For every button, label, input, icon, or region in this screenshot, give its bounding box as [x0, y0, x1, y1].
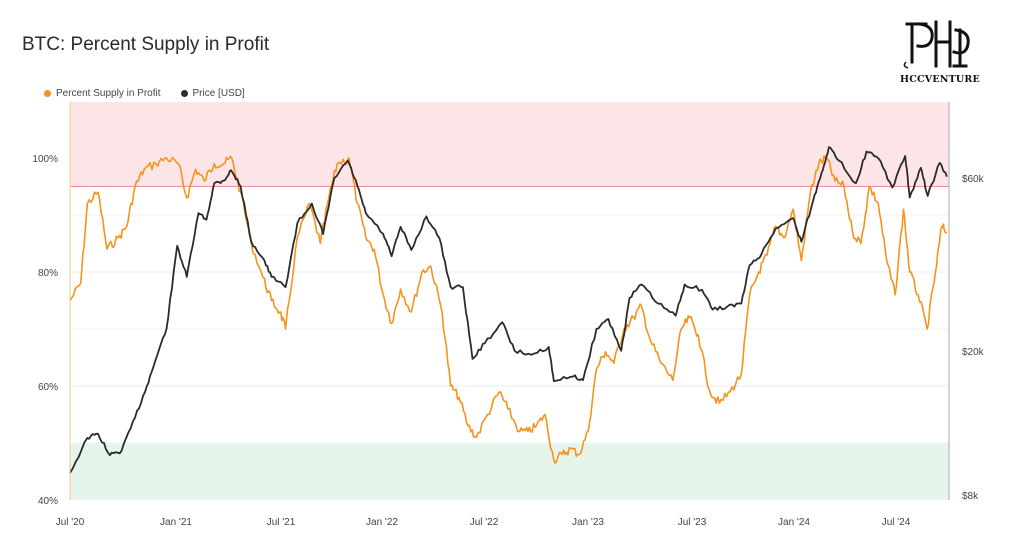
- band-upper: [70, 102, 949, 187]
- series-line-price: [69, 146, 948, 474]
- legend-label-price: Price [USD]: [192, 88, 245, 99]
- x-tick-label: Jul '24: [882, 517, 911, 528]
- x-tick-label: Jul '20: [56, 517, 85, 528]
- chart-title: BTC: Percent Supply in Profit: [22, 34, 270, 55]
- x-tick-label: Jan '24: [778, 517, 810, 528]
- y-left-tick-label: 100%: [32, 154, 58, 165]
- y-left-tick-label: 60%: [38, 382, 58, 393]
- band-lower: [70, 443, 949, 500]
- legend-dot-price: [180, 90, 188, 97]
- x-tick-label: Jul '21: [267, 517, 296, 528]
- legend-item-supply[interactable]: Percent Supply in Profit: [44, 88, 161, 99]
- x-tick-label: Jul '22: [470, 517, 499, 528]
- y-right-tick-label: $60k: [962, 174, 985, 185]
- legend-item-price[interactable]: Price [USD]: [180, 88, 245, 99]
- legend-dot-supply: [44, 90, 51, 97]
- series-line-supply-in-profit: [69, 155, 948, 464]
- axis-layer: 100% 80% 60% 40% $60k $20k $8k Jul '20 Jan '21 Ju…: [32, 102, 985, 528]
- legend-label-supply: Percent Supply in Profit: [56, 88, 161, 99]
- logo-text: HCCVENTURE: [900, 74, 980, 85]
- chart-legend: Percent Supply in Profit Price [USD]: [44, 88, 245, 99]
- hccventure-logo: [903, 20, 970, 69]
- y-right-tick-label: $8k: [962, 491, 979, 502]
- x-tick-label: Jan '23: [572, 517, 604, 528]
- x-tick-label: Jan '22: [366, 517, 398, 528]
- x-tick-label: Jul '23: [678, 517, 707, 528]
- bands-layer: [70, 102, 949, 500]
- x-tick-label: Jan '21: [160, 517, 192, 528]
- y-right-tick-label: $20k: [962, 347, 985, 358]
- grid-layer: [70, 157, 949, 444]
- y-left-tick-label: 80%: [38, 268, 58, 279]
- y-left-tick-label: 40%: [38, 496, 58, 507]
- series-layer: [69, 146, 948, 474]
